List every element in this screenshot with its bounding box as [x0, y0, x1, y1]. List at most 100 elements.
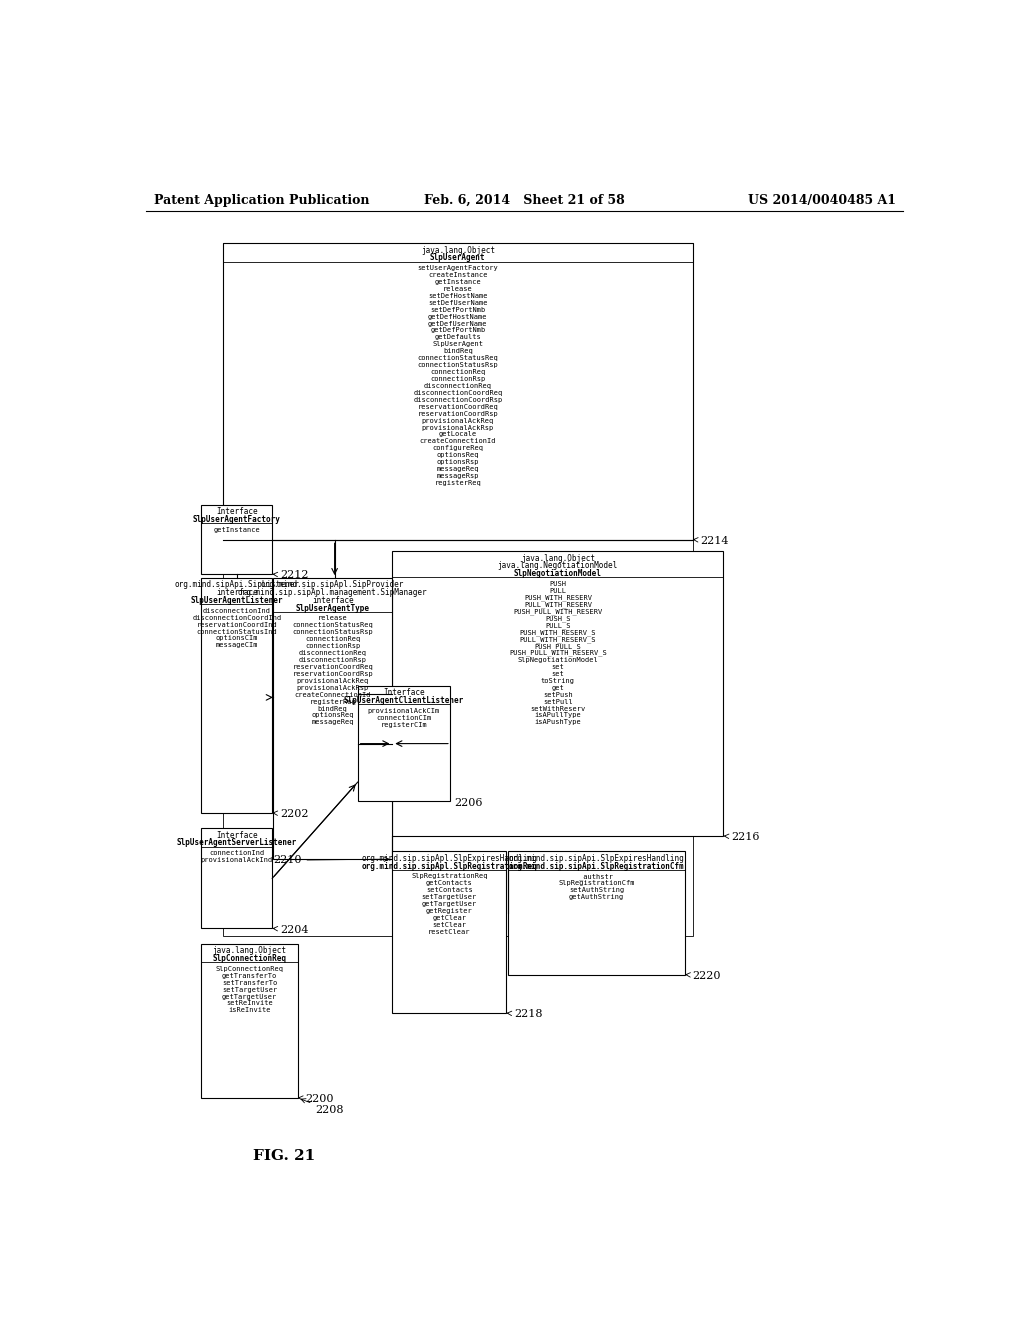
Text: getAuthString: getAuthString [568, 894, 624, 900]
Text: bindReq: bindReq [443, 348, 473, 354]
Text: connectionRsp: connectionRsp [305, 643, 360, 649]
Text: PULL: PULL [550, 587, 566, 594]
Text: disconnectionCoordRsp: disconnectionCoordRsp [414, 397, 503, 403]
Text: disconnectionReq: disconnectionReq [299, 651, 367, 656]
Text: java.lang.Object: java.lang.Object [421, 246, 495, 255]
Text: setDefPortNmb: setDefPortNmb [430, 306, 485, 313]
Text: 2204: 2204 [273, 924, 308, 935]
Text: 2218: 2218 [507, 1010, 543, 1019]
Text: PUSH_WITH_RESERV_S: PUSH_WITH_RESERV_S [519, 630, 596, 636]
Text: getDefHostName: getDefHostName [428, 314, 487, 319]
Text: connectionStatusReq: connectionStatusReq [292, 623, 373, 628]
Text: disconnectionInd: disconnectionInd [203, 607, 270, 614]
Text: getLocale: getLocale [438, 432, 477, 437]
Text: optionsReq: optionsReq [311, 713, 354, 718]
Text: isAPullType: isAPullType [535, 713, 582, 718]
Bar [273, 578, 392, 859]
Text: getTargetUser: getTargetUser [422, 902, 477, 907]
Text: setDefHostName: setDefHostName [428, 293, 487, 298]
Text: getInstance: getInstance [213, 527, 260, 533]
Text: reservationCoordReq: reservationCoordReq [418, 404, 499, 409]
Text: registerCIm: registerCIm [381, 722, 427, 727]
Text: connectionCIm: connectionCIm [376, 715, 431, 721]
Bar [392, 851, 506, 1014]
Text: connectionStatusRsp: connectionStatusRsp [418, 362, 499, 368]
Text: java.lang.Object: java.lang.Object [521, 553, 595, 562]
Text: Feb. 6, 2014   Sheet 21 of 58: Feb. 6, 2014 Sheet 21 of 58 [424, 194, 626, 207]
Text: connectionReq: connectionReq [305, 636, 360, 643]
Text: _authstr: _authstr [580, 873, 613, 879]
Text: optionsRsp: optionsRsp [436, 459, 479, 465]
Text: getRegister: getRegister [426, 908, 473, 913]
Text: SlpUserAgentFactory: SlpUserAgentFactory [193, 515, 281, 524]
Text: SlpRegistrationReq: SlpRegistrationReq [411, 874, 487, 879]
Text: optionsCIm: optionsCIm [216, 635, 258, 642]
Bar [392, 552, 724, 836]
Text: disconnectionCoordReq: disconnectionCoordReq [414, 389, 503, 396]
Text: org.mind.sip.sipApi.SlpExpiresHandling: org.mind.sip.sipApi.SlpExpiresHandling [509, 854, 684, 863]
Text: messageCIm: messageCIm [216, 643, 258, 648]
Text: PULL_WITH_RESERV_S: PULL_WITH_RESERV_S [519, 636, 596, 643]
Text: Interface: Interface [383, 688, 425, 697]
Text: connectionRsp: connectionRsp [430, 376, 485, 381]
Text: PUSH_PULL_WITH_RESERV: PUSH_PULL_WITH_RESERV [513, 609, 602, 615]
Text: provisionalAckCIm: provisionalAckCIm [368, 708, 440, 714]
Text: PUSH_S: PUSH_S [545, 615, 570, 622]
Text: org.mind.sipApi.SipListener: org.mind.sipApi.SipListener [174, 581, 299, 590]
Text: setTransferTo: setTransferTo [222, 979, 278, 986]
Text: SlpUserAgent: SlpUserAgent [430, 253, 485, 263]
Text: 2220: 2220 [686, 970, 721, 981]
Text: release: release [317, 615, 347, 622]
Text: 2200: 2200 [299, 1094, 334, 1104]
Text: optionsReq: optionsReq [436, 453, 479, 458]
Text: createConnectionId: createConnectionId [420, 438, 496, 445]
Text: 2212: 2212 [273, 570, 308, 581]
Text: org.mind.sip.sipApi.SlpRegistrationCfm: org.mind.sip.sipApi.SlpRegistrationCfm [509, 862, 684, 870]
Bar [202, 578, 272, 813]
Text: org.mind.sip.sipApl.SipProvider: org.mind.sip.sipApl.SipProvider [261, 581, 404, 590]
Text: connectionStatusInd: connectionStatusInd [197, 628, 278, 635]
Text: SlpConnectionReq: SlpConnectionReq [213, 954, 287, 962]
Text: 2210: 2210 [273, 855, 389, 865]
Text: messageReq: messageReq [436, 466, 479, 473]
Bar [202, 506, 272, 574]
Text: org.mind.sip.sipApl.SlpExpiresHandling: org.mind.sip.sipApl.SlpExpiresHandling [361, 854, 538, 863]
Text: SlpUserAgent: SlpUserAgent [432, 342, 483, 347]
Text: SlpNegotiationModel: SlpNegotiationModel [517, 657, 598, 663]
Text: PULL_WITH_RESERV: PULL_WITH_RESERV [524, 602, 592, 609]
Text: toString: toString [541, 678, 574, 684]
Bar [357, 686, 451, 801]
Text: SlpUserAgentType: SlpUserAgentType [296, 603, 370, 612]
Bar [202, 944, 298, 1098]
Text: 2206: 2206 [454, 797, 482, 808]
Text: provisionalAckReq: provisionalAckReq [297, 678, 369, 684]
Text: setClear: setClear [432, 921, 466, 928]
Text: provisionalAckInd: provisionalAckInd [201, 857, 273, 863]
Text: SlpConnectionReq: SlpConnectionReq [215, 966, 284, 972]
Text: setUserAgentFactory: setUserAgentFactory [418, 265, 499, 271]
Text: resetClear: resetClear [428, 929, 471, 935]
Text: setReInvite: setReInvite [226, 1001, 273, 1006]
Text: configureReq: configureReq [432, 445, 483, 451]
Text: interface: interface [216, 589, 258, 597]
Text: getDefPortNmb: getDefPortNmb [430, 327, 485, 334]
Text: reservationCoordReq: reservationCoordReq [292, 664, 373, 671]
Text: bindReq: bindReq [317, 706, 347, 711]
Text: disconnectionRsp: disconnectionRsp [299, 657, 367, 663]
Text: set: set [552, 671, 564, 677]
Text: messageRsp: messageRsp [436, 473, 479, 479]
Text: provisionalAckReq: provisionalAckReq [422, 417, 494, 424]
Text: PUSH_PULL_S: PUSH_PULL_S [535, 643, 582, 649]
Text: FIG. 21: FIG. 21 [253, 1148, 315, 1163]
Text: setAuthString: setAuthString [568, 887, 624, 894]
Text: createConnectionId: createConnectionId [295, 692, 371, 698]
Text: getInstance: getInstance [434, 279, 481, 285]
Text: Interface: Interface [216, 507, 258, 516]
Text: getContacts: getContacts [426, 880, 473, 886]
Text: 2202: 2202 [273, 809, 308, 818]
Bar [508, 851, 685, 974]
Text: getTransferTo: getTransferTo [222, 973, 278, 978]
Text: connectionReq: connectionReq [430, 370, 485, 375]
Text: set: set [552, 664, 564, 671]
Text: messageReq: messageReq [311, 719, 354, 726]
